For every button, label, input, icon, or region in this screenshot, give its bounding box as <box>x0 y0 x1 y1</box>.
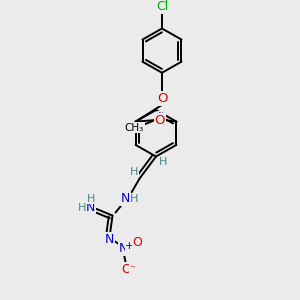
Text: N: N <box>105 232 115 246</box>
Text: O: O <box>155 114 165 127</box>
Text: O: O <box>133 236 142 250</box>
Text: O: O <box>121 263 131 276</box>
Text: H: H <box>130 167 138 177</box>
Text: +: + <box>125 241 134 251</box>
Text: N: N <box>86 201 96 214</box>
Text: N: N <box>118 242 128 255</box>
Text: H: H <box>87 194 95 204</box>
Text: ⁻: ⁻ <box>130 265 136 275</box>
Text: H: H <box>130 194 138 204</box>
Text: Cl: Cl <box>156 0 168 14</box>
Text: I: I <box>158 111 161 124</box>
Text: H: H <box>159 157 168 167</box>
Text: N: N <box>120 193 130 206</box>
Text: CH₃: CH₃ <box>125 122 144 133</box>
Text: H: H <box>78 202 86 213</box>
Text: O: O <box>157 92 167 105</box>
